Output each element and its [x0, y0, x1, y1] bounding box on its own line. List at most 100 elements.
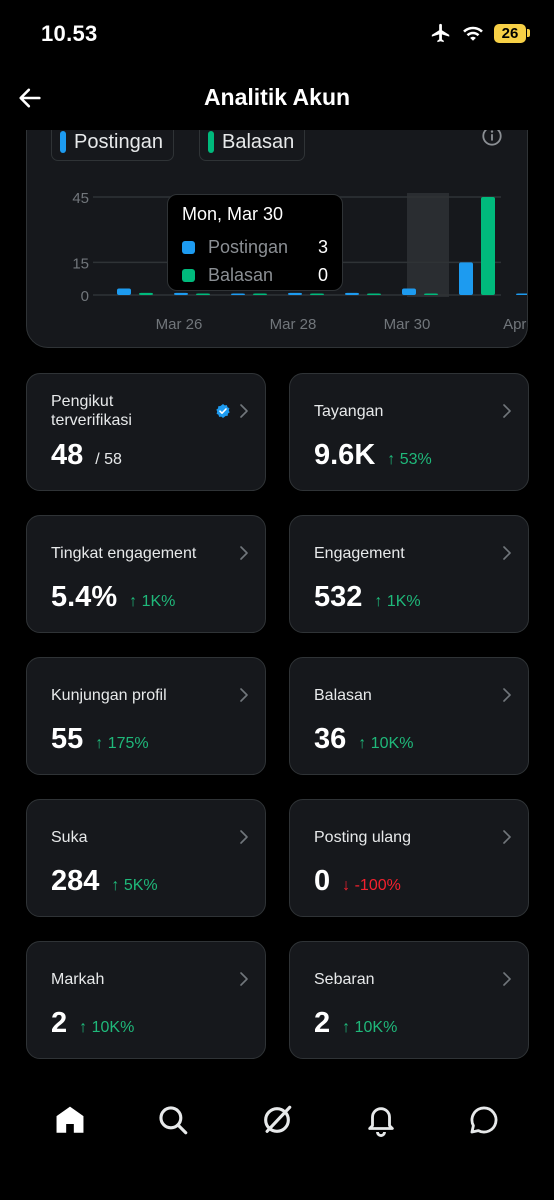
x-tick-label: Mar 30 [384, 316, 431, 333]
stat-value-row: 2 ↑ 10K% [314, 1007, 397, 1040]
stat-change-value: 10K% [91, 1019, 135, 1036]
stat-label: Markah [51, 971, 105, 988]
bar-balasan [310, 293, 324, 295]
stat-card[interactable]: Pengikut terverifikasi 48 / 58 [26, 373, 266, 491]
bar-postingan [117, 288, 131, 295]
highlight-column [407, 193, 449, 297]
bar-balasan [253, 293, 267, 295]
stat-change-value: 10K% [354, 1019, 398, 1036]
stat-label: Posting ulang [314, 829, 411, 846]
chevron-right-icon [503, 972, 511, 986]
status-time: 10.53 [41, 21, 98, 46]
stat-value: 5.4% [51, 581, 118, 613]
bar-postingan [345, 292, 359, 295]
bar-balasan [424, 293, 438, 295]
y-tick-label: 0 [81, 288, 89, 305]
tooltip-value: 3 [317, 236, 328, 257]
tooltip-swatch-postingan [182, 240, 195, 254]
chevron-right-icon [240, 404, 248, 418]
airplane-icon [431, 23, 450, 43]
bar-postingan [231, 293, 245, 295]
bar-postingan [516, 293, 527, 295]
stat-change-value: 1K% [386, 593, 421, 610]
tooltip-row-balasan: Balasan 0 [182, 261, 328, 289]
stat-label: Suka [51, 829, 88, 846]
wifi-icon [463, 26, 483, 41]
bar-balasan [196, 293, 210, 295]
status-icons: 26 [430, 22, 530, 44]
arrow-up-icon: ↑ [129, 593, 142, 610]
stat-value-row: 9.6K ↑ 53% [314, 439, 432, 472]
stat-change-value: 5K% [123, 877, 158, 894]
stat-value-row: 532 ↑ 1K% [314, 581, 421, 614]
stat-change: ↑ 10K% [358, 735, 413, 753]
arrow-up-icon: ↑ [358, 735, 371, 752]
stat-card[interactable]: Markah 2 ↑ 10K% [26, 941, 266, 1059]
page-title: Analitik Akun [203, 84, 351, 110]
stat-label: Kunjungan profil [51, 687, 167, 704]
home-icon [56, 1106, 84, 1133]
stat-label: Sebaran [314, 971, 375, 988]
back-button[interactable] [14, 82, 46, 114]
stat-change: ↑ 53% [387, 451, 431, 469]
bar-postingan [174, 292, 188, 295]
stat-card[interactable]: Kunjungan profil 55 ↑ 175% [26, 657, 266, 775]
header-background [0, 66, 554, 130]
stat-card[interactable]: Suka 284 ↑ 5K% [26, 799, 266, 917]
bottom-nav [0, 1080, 554, 1160]
tooltip-title: Mon, Mar 30 [182, 204, 284, 224]
stat-value-row: 48 / 58 [51, 439, 122, 472]
tooltip-name: Postingan [208, 236, 289, 257]
arrow-down-icon: ↓ [342, 877, 355, 894]
nav-notifications[interactable] [353, 1092, 409, 1148]
bar-postingan [402, 288, 416, 295]
nav-home[interactable] [42, 1092, 98, 1148]
arrow-up-icon: ↑ [374, 593, 387, 610]
bar-balasan [367, 293, 381, 295]
chart-card[interactable]: Postingan Balasan 0 15 45 Mar 26 Mar 28 Mar 3… [26, 108, 528, 348]
stat-label: Balasan [314, 687, 372, 704]
legend-label-postingan: Postingan [74, 130, 163, 153]
nav-messages[interactable] [456, 1092, 512, 1148]
tooltip-row-postingan: Postingan 3 [182, 233, 328, 261]
x-tick-label: Mar 26 [156, 316, 203, 333]
stat-label: Pengikut terverifikasi [51, 393, 132, 429]
stat-card[interactable]: Sebaran 2 ↑ 10K% [289, 941, 529, 1059]
tooltip-swatch-balasan [182, 268, 195, 282]
stat-change: ↑ 10K% [79, 1019, 134, 1037]
arrow-up-icon: ↑ [79, 1019, 92, 1036]
stat-value: 532 [314, 581, 363, 613]
stat-card[interactable]: Balasan 36 ↑ 10K% [289, 657, 529, 775]
chevron-right-icon [503, 404, 511, 418]
arrow-left-icon [19, 88, 41, 108]
stat-label: Tayangan [314, 403, 384, 420]
chevron-right-icon [503, 546, 511, 560]
legend-swatch-balasan [208, 131, 214, 153]
arrow-up-icon: ↑ [387, 451, 400, 468]
messages-icon [470, 1106, 498, 1134]
x-tick-label: Mar 28 [270, 316, 317, 333]
stat-value-row: 36 ↑ 10K% [314, 723, 413, 756]
stat-card[interactable]: Engagement 532 ↑ 1K% [289, 515, 529, 633]
stat-card[interactable]: Tayangan 9.6K ↑ 53% [289, 373, 529, 491]
stat-label: Engagement [314, 545, 405, 562]
stat-change: ↑ 1K% [129, 593, 175, 611]
legend-swatch-postingan [60, 131, 66, 153]
stat-card[interactable]: Tingkat engagement 5.4% ↑ 1K% [26, 515, 266, 633]
stat-value: 0 [314, 865, 331, 897]
stat-value: 36 [314, 723, 347, 755]
stat-card[interactable]: Posting ulang 0 ↓ -100% [289, 799, 529, 917]
legend-label-balasan: Balasan [222, 130, 295, 153]
stat-value: 2 [51, 1007, 68, 1039]
nav-grok[interactable] [249, 1092, 305, 1148]
nav-search[interactable] [145, 1092, 201, 1148]
stat-change: ↑ 175% [95, 735, 148, 753]
tooltip-name: Balasan [208, 264, 274, 285]
stat-change-value: 1K% [141, 593, 176, 610]
status-bar: 10.53 26 [0, 0, 554, 66]
stat-value-row: 5.4% ↑ 1K% [51, 581, 175, 614]
verified-badge-icon [216, 404, 230, 418]
chart-tooltip: Mon, Mar 30 Postingan 3 Balasan 0 [167, 194, 343, 291]
chevron-right-icon [503, 830, 511, 844]
stat-value-row: 0 ↓ -100% [314, 865, 401, 898]
